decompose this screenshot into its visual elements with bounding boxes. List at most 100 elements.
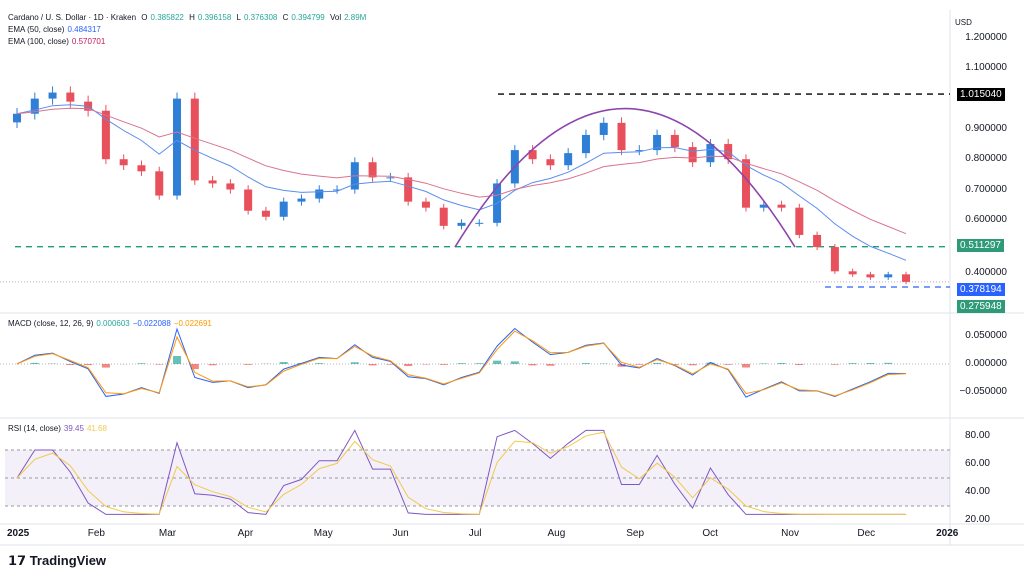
- time-tick: Feb: [87, 528, 105, 539]
- rounded-top-arc: [454, 107, 796, 248]
- candle: [279, 201, 288, 217]
- candle: [155, 171, 164, 196]
- macd-histogram-bar: [848, 363, 857, 364]
- candle: [688, 147, 697, 163]
- candle: [190, 98, 199, 181]
- candle: [404, 177, 413, 202]
- macd-histogram-bar: [724, 364, 733, 365]
- candle: [439, 207, 448, 226]
- rsi-legend: RSI (14, close) 39.45 41.68: [8, 424, 107, 433]
- macd-histogram-bar: [244, 364, 253, 365]
- macd-histogram-bar: [30, 362, 39, 364]
- time-tick: Nov: [781, 528, 799, 539]
- time-tick: Oct: [702, 528, 718, 539]
- candle: [741, 159, 750, 208]
- symbol-title: Cardano / U. S. Dollar · 1D · Kraken: [8, 13, 137, 22]
- macd-histogram-bar: [66, 364, 75, 365]
- candle: [119, 159, 128, 166]
- macd-histogram-bar: [137, 363, 146, 364]
- macd-histogram-bar: [741, 364, 750, 368]
- candle: [599, 122, 608, 135]
- macd-histogram-bar: [635, 364, 644, 365]
- candle: [66, 92, 75, 102]
- candle: [244, 189, 253, 211]
- ema50-legend: EMA (50, close) 0.484317: [8, 25, 101, 34]
- macd-histogram-bar: [653, 362, 662, 364]
- macd-histogram-bar: [475, 363, 484, 364]
- candle: [101, 110, 110, 160]
- macd-histogram-bar: [101, 364, 110, 368]
- ema100-legend: EMA (100, close) 0.570701: [8, 37, 106, 46]
- macd-histogram-bar: [759, 363, 768, 364]
- time-tick: 2025: [7, 528, 30, 539]
- candle: [848, 271, 857, 275]
- volume-value: 2.89M: [344, 13, 367, 22]
- macd-histogram-bar: [795, 364, 804, 366]
- macd-histogram-bar: [173, 356, 182, 364]
- candle: [475, 222, 484, 224]
- macd-histogram-bar: [368, 364, 377, 366]
- macd-histogram-bar: [386, 364, 395, 365]
- time-tick: Sep: [626, 528, 645, 539]
- candle: [261, 210, 270, 217]
- time-tick: Mar: [158, 528, 177, 539]
- candle: [795, 207, 804, 235]
- open-value: 0.385822: [150, 13, 184, 22]
- time-tick: Aug: [547, 528, 566, 539]
- target-level-tag: 0.275948: [957, 300, 1005, 313]
- candle: [581, 134, 590, 154]
- price-tick: 0.800000: [965, 153, 1007, 165]
- macd-histogram-bar: [884, 362, 893, 364]
- macd-histogram-bar: [350, 362, 359, 364]
- candle: [173, 98, 182, 196]
- ema100-line: [16, 107, 907, 235]
- high-value: 0.396158: [197, 13, 232, 22]
- macd-line: [16, 327, 907, 398]
- candle: [315, 189, 324, 199]
- candle: [30, 98, 39, 114]
- candle: [564, 153, 573, 166]
- macd-tick: 0.000000: [965, 358, 1007, 369]
- macd-histogram-bar: [688, 364, 697, 366]
- macd-histogram-bar: [510, 361, 519, 364]
- candle: [208, 180, 217, 184]
- price-unit: USD: [955, 18, 972, 27]
- rsi-ma-line: [16, 431, 906, 515]
- price-tick: 1.200000: [965, 32, 1007, 43]
- support-level-tag: 0.511297: [957, 239, 1004, 252]
- candle: [706, 144, 715, 163]
- candle: [13, 113, 21, 123]
- tradingview-logo[interactable]: 𝟭𝟳 TradingView: [8, 553, 107, 568]
- rsi-band: [5, 450, 950, 506]
- candle: [866, 274, 875, 278]
- candle: [368, 162, 377, 178]
- macd-histogram-bar: [581, 363, 590, 364]
- macd-histogram-bar: [528, 364, 537, 366]
- candle: [777, 204, 786, 208]
- candle: [297, 198, 306, 202]
- macd-histogram-bar: [404, 364, 413, 367]
- symbol-legend: Cardano / U. S. Dollar · 1D · Kraken O 0.…: [8, 13, 367, 22]
- rsi-tick: 60.00: [964, 458, 990, 469]
- macd-histogram-bar: [830, 364, 839, 365]
- macd-histogram-bar: [777, 363, 786, 364]
- tv-logo-icon: 𝟭𝟳: [8, 553, 30, 568]
- macd-legend: MACD (close, 12, 26, 9) 0.000603 −0.022088…: [8, 319, 212, 328]
- candle: [386, 177, 395, 179]
- signal-line: [16, 330, 907, 397]
- candle: [48, 92, 57, 99]
- macd-tick: 0.050000: [965, 330, 1007, 341]
- candle: [546, 159, 555, 166]
- resistance-level-tag: 1.015040: [957, 88, 1005, 101]
- price-tick: 0.400000: [965, 267, 1007, 278]
- time-tick: Jun: [392, 528, 409, 539]
- current-level-tag: 0.378194: [957, 283, 1005, 296]
- macd-histogram-bar: [439, 364, 448, 365]
- low-value: 0.376308: [243, 13, 278, 22]
- time-tick: May: [313, 528, 333, 539]
- rsi-tick: 20.00: [964, 514, 990, 525]
- candle: [528, 150, 537, 160]
- macd-histogram-bar: [457, 363, 466, 364]
- price-tick: 0.700000: [965, 183, 1007, 195]
